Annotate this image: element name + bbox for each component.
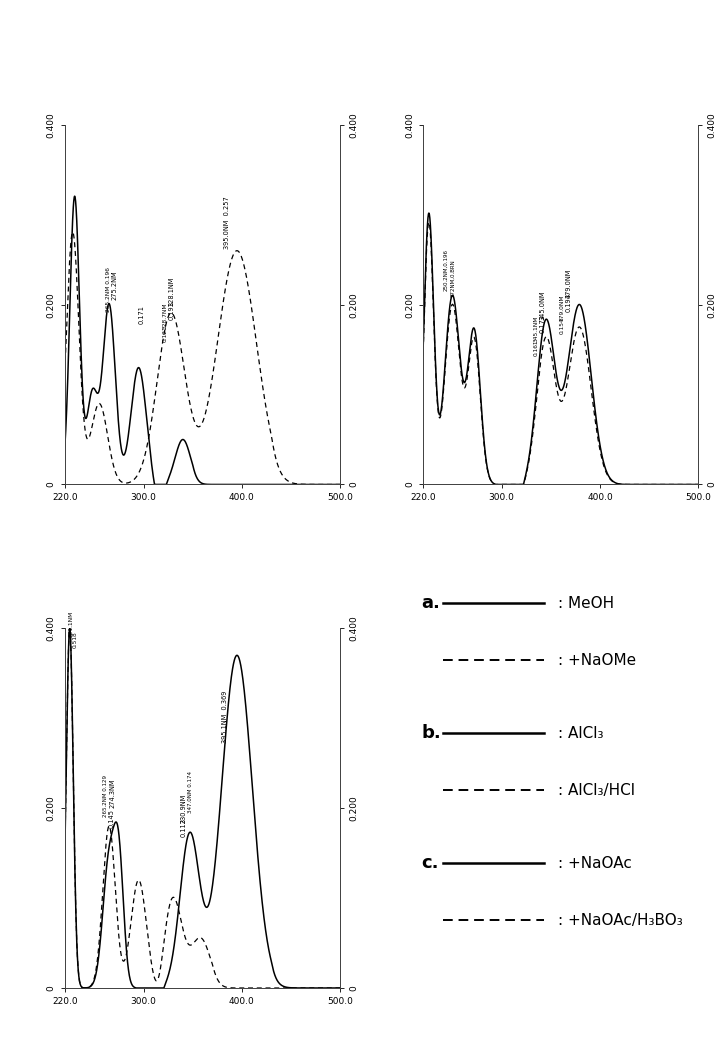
- Text: 0.145: 0.145: [109, 809, 115, 828]
- Text: c.: c.: [421, 854, 438, 873]
- Text: 272NM,0.BRN: 272NM,0.BRN: [450, 260, 455, 297]
- Text: 265.2NM 0.196: 265.2NM 0.196: [106, 267, 111, 312]
- Text: : +NaOAc: : +NaOAc: [558, 856, 632, 870]
- Text: 0.518: 0.518: [72, 631, 77, 648]
- Text: 345.0NM: 345.0NM: [540, 290, 546, 320]
- Text: 328.1NM: 328.1NM: [169, 277, 175, 307]
- Text: : AlCl₃/HCl: : AlCl₃/HCl: [558, 783, 635, 798]
- Text: 0.112: 0.112: [181, 818, 187, 837]
- Text: 328.7NM: 328.7NM: [163, 303, 168, 329]
- Text: 265.2NM 0.129: 265.2NM 0.129: [103, 775, 107, 817]
- Text: : +NaOAc/H₃BO₃: : +NaOAc/H₃BO₃: [558, 913, 683, 928]
- Text: 250.2NM,0.196: 250.2NM,0.196: [443, 250, 448, 291]
- Text: a.: a.: [421, 594, 440, 613]
- Text: 0.121: 0.121: [163, 326, 168, 342]
- Text: 0.161: 0.161: [534, 339, 539, 356]
- Text: 0.172: 0.172: [540, 314, 546, 334]
- Text: 0.194: 0.194: [565, 293, 572, 312]
- Text: b.: b.: [421, 724, 441, 743]
- Text: 379.0NM: 379.0NM: [559, 294, 564, 320]
- Text: 395.0NM  0.257: 395.0NM 0.257: [224, 197, 230, 249]
- Text: 0.191: 0.191: [169, 302, 175, 320]
- Text: 345.1NM: 345.1NM: [534, 316, 539, 342]
- Text: 0.154: 0.154: [559, 317, 564, 334]
- Text: 395.1NM  0.369: 395.1NM 0.369: [222, 691, 228, 744]
- Text: : +NaOMe: : +NaOMe: [558, 653, 636, 668]
- Text: 0.171: 0.171: [138, 306, 145, 324]
- Text: : MeOH: : MeOH: [558, 596, 614, 610]
- Text: 274.3NM: 274.3NM: [109, 779, 115, 808]
- Text: 379.0NM: 379.0NM: [565, 269, 572, 298]
- Text: 330.9NM: 330.9NM: [181, 795, 187, 824]
- Text: : AlCl₃: : AlCl₃: [558, 726, 603, 740]
- Text: 275.2NM: 275.2NM: [112, 270, 118, 301]
- Text: 221.1NM: 221.1NM: [68, 612, 73, 638]
- Text: 347.0NM 0.174: 347.0NM 0.174: [188, 771, 193, 812]
